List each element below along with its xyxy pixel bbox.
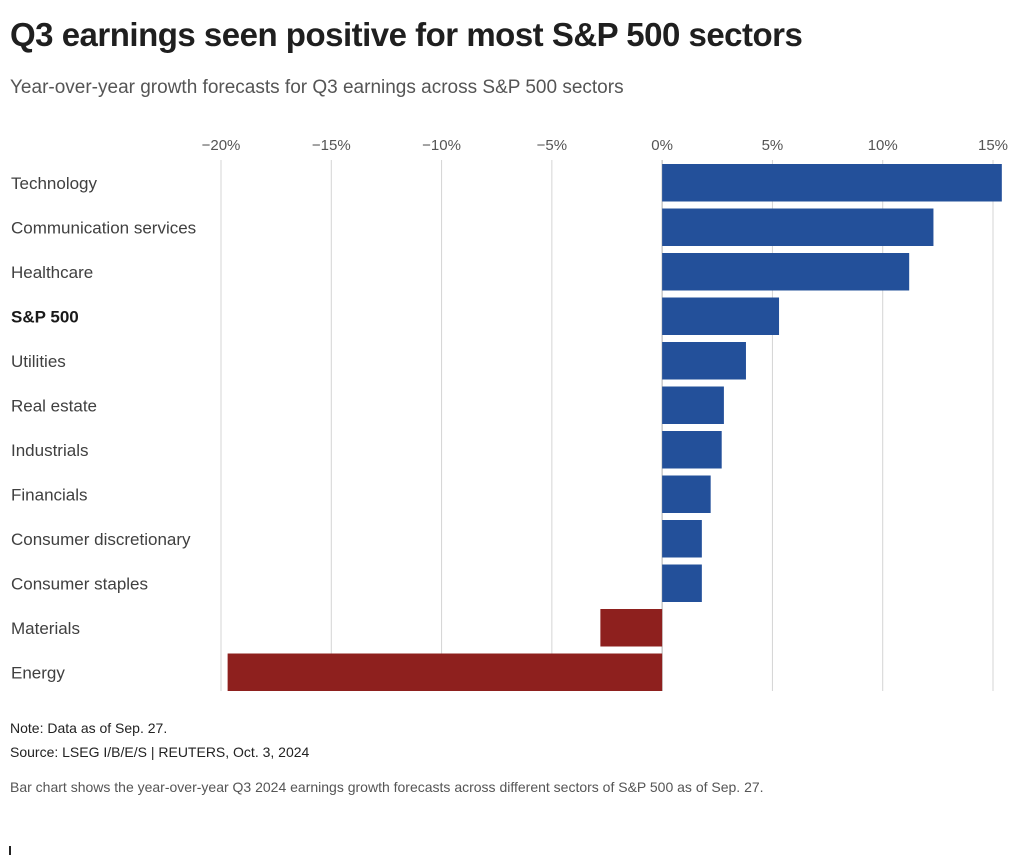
x-tick-label: −15% <box>312 137 351 154</box>
category-label: Energy <box>11 663 65 682</box>
bar-healthcare <box>662 253 910 291</box>
category-label: Communication services <box>11 218 196 237</box>
chart-subtitle: Year-over-year growth forecasts for Q3 e… <box>10 77 624 98</box>
x-tick-label: 0% <box>651 137 673 154</box>
chart-note: Note: Data as of Sep. 27. <box>10 720 168 736</box>
category-label: Utilities <box>11 352 66 371</box>
bar-chart: −20% −15% −10% −5% 0% 5% 10% 15% Technology Comm… <box>11 137 1008 691</box>
category-label: Financials <box>11 485 88 504</box>
bar-industrials <box>662 431 722 469</box>
bar-materials <box>600 609 663 647</box>
category-label: Real estate <box>11 396 97 415</box>
bar-communication-services <box>662 208 934 246</box>
x-tick-label: 15% <box>978 137 1008 154</box>
chart-title: Q3 earnings seen positive for most S&P 5… <box>10 16 803 53</box>
bar-consumer-staples <box>662 564 702 602</box>
bar-real-estate <box>662 386 724 424</box>
x-tick-label: −20% <box>202 137 241 154</box>
bar-energy <box>227 653 663 691</box>
x-tick-label: 5% <box>762 137 784 154</box>
bar-s-p-500 <box>662 297 780 335</box>
bar-consumer-discretionary <box>662 520 702 558</box>
category-label: Consumer discretionary <box>11 530 191 549</box>
bar-technology <box>662 164 1002 202</box>
chart-source: Source: LSEG I/B/E/S | REUTERS, Oct. 3, … <box>10 744 310 760</box>
x-tick-label: 10% <box>868 137 898 154</box>
x-axis-ticks: −20% −15% −10% −5% 0% 5% 10% 15% <box>202 137 1008 154</box>
bar-financials <box>662 475 711 513</box>
category-labels: Technology Communication services Healthca… <box>11 174 196 683</box>
category-label: Technology <box>11 174 98 193</box>
bars <box>227 164 1002 691</box>
category-label: Consumer staples <box>11 574 148 593</box>
x-tick-label: −5% <box>537 137 567 154</box>
bar-utilities <box>662 342 746 380</box>
x-tick-label: −10% <box>422 137 461 154</box>
category-label: S&P 500 <box>11 307 79 326</box>
category-label: Healthcare <box>11 263 93 282</box>
chart-description: Bar chart shows the year-over-year Q3 20… <box>10 779 764 795</box>
category-label: Industrials <box>11 441 88 460</box>
gridlines <box>220 160 994 691</box>
corner-mark <box>9 846 11 855</box>
category-label: Materials <box>11 619 80 638</box>
